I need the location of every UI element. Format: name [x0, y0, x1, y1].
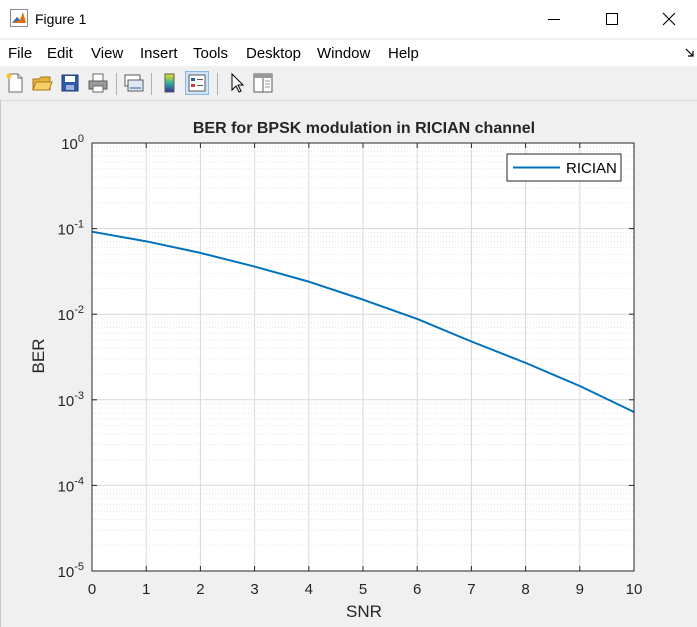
pointer-icon [231, 72, 245, 93]
new-figure-icon [6, 73, 23, 93]
x-tick-label: 8 [521, 581, 529, 598]
menu-help[interactable]: Help [388, 45, 419, 62]
y-axis-label: BER [29, 339, 48, 374]
property-editor-icon [253, 73, 273, 93]
x-tick-label: 5 [359, 581, 367, 598]
chart-title: BER for BPSK modulation in RICIAN channe… [193, 120, 535, 137]
legend-icon [188, 74, 206, 92]
print-icon [88, 73, 108, 93]
title-bar: Figure 1 [0, 0, 697, 38]
y-tick-label: 10-3 [58, 390, 84, 410]
legend-button[interactable] [185, 71, 209, 95]
x-tick-label: 6 [413, 581, 421, 598]
window-title: Figure 1 [35, 11, 87, 27]
link-plot-button[interactable] [122, 71, 146, 95]
property-editor-button[interactable] [251, 71, 275, 95]
menu-window[interactable]: Window [317, 45, 371, 62]
menu-insert[interactable]: Insert [140, 45, 178, 62]
toolbar-separator [151, 73, 152, 95]
matlab-figure-icon [10, 9, 28, 27]
figure-border [0, 100, 1, 627]
x-axis-label: SNR [346, 602, 382, 621]
figure-canvas[interactable]: 0 1 2 3 4 5 6 7 8 9 10 10-5 10-4 10-3 10-2 10-1 100 BER … [0, 100, 697, 627]
new-figure-button[interactable] [3, 71, 27, 95]
menu-view[interactable]: View [91, 45, 124, 62]
open-file-icon [32, 76, 53, 91]
toolbar-separator [217, 73, 218, 95]
colorbar-icon [164, 73, 175, 93]
link-plot-icon [124, 74, 144, 92]
toolbar [0, 68, 697, 101]
x-tick-label: 1 [142, 581, 150, 598]
dock-arrow-icon[interactable] [685, 48, 695, 58]
tick-labels: 0 1 2 3 4 5 6 7 8 9 10 10-5 10-4 10-3 10-2 10-1 100 [58, 133, 643, 598]
x-tick-label: 2 [196, 581, 204, 598]
print-button[interactable] [86, 71, 110, 95]
y-tick-label: 10-2 [58, 304, 84, 324]
menu-desktop[interactable]: Desktop [246, 45, 302, 62]
toolbar-separator [116, 73, 117, 95]
y-tick-label: 10-5 [58, 561, 84, 581]
series-layer [91, 230, 635, 413]
series-line [91, 230, 635, 413]
x-tick-label: 10 [626, 581, 643, 598]
maximize-icon [606, 13, 618, 25]
legend[interactable]: RICIAN [506, 153, 622, 182]
close-icon [662, 12, 676, 26]
x-tick-label: 7 [467, 581, 475, 598]
x-tick-label: 3 [250, 581, 258, 598]
minimize-button[interactable] [525, 0, 583, 38]
maximize-button[interactable] [583, 0, 641, 38]
minimize-icon [548, 19, 560, 20]
y-tick-label: 10-4 [58, 475, 84, 495]
open-file-button[interactable] [30, 71, 54, 95]
legend-box [506, 153, 622, 182]
menu-bar: File Edit View Insert Tools Desktop Wind… [0, 40, 697, 66]
save-button[interactable] [58, 71, 82, 95]
axes-frame [91, 142, 635, 572]
menu-edit[interactable]: Edit [47, 45, 73, 62]
close-button[interactable] [640, 0, 697, 38]
menu-file[interactable]: File [8, 45, 33, 62]
colorbar-button[interactable] [158, 71, 182, 95]
save-icon [61, 74, 79, 92]
x-tick-label: 0 [88, 581, 96, 598]
legend-label: RICIAN [566, 160, 617, 177]
menu-tools[interactable]: Tools [193, 45, 229, 62]
x-tick-label: 4 [305, 581, 313, 598]
x-tick-label: 9 [576, 581, 584, 598]
y-tick-label: 10-1 [58, 219, 84, 239]
pointer-button[interactable] [224, 71, 248, 95]
y-tick-label: 100 [61, 133, 84, 153]
